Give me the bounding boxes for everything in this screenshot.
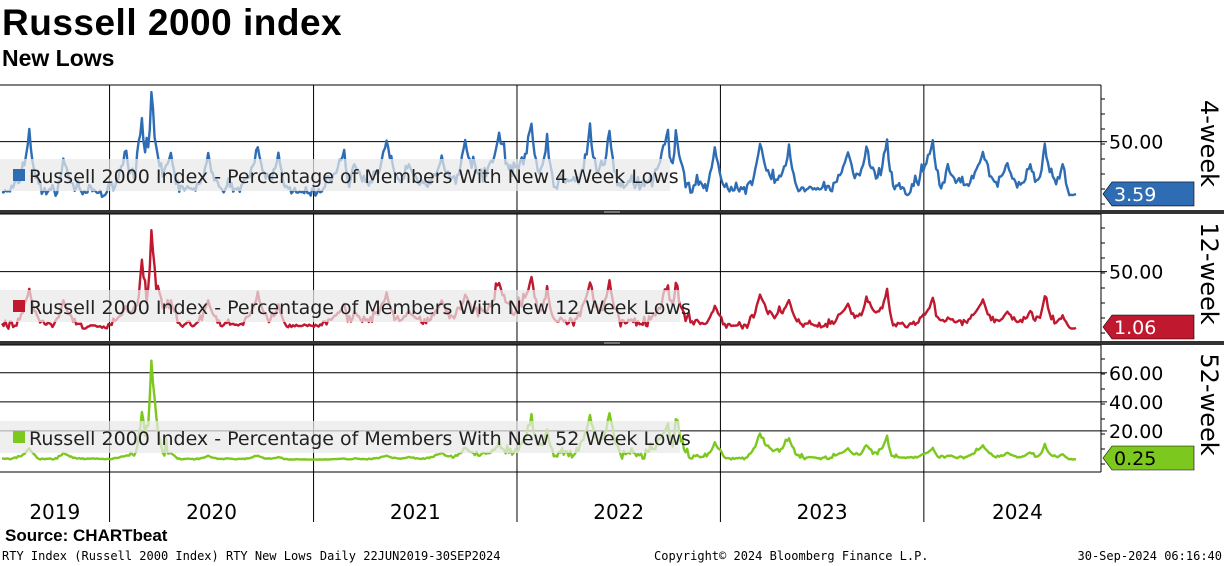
y-tick-label: 60.00: [1109, 363, 1163, 385]
x-tick-label: 2022: [593, 500, 644, 524]
panel-side-label: 12-week: [1195, 222, 1223, 324]
last-value-tag: [1102, 445, 1195, 471]
legend-swatch: [13, 431, 25, 443]
y-tick-label: 20.00: [1109, 421, 1163, 443]
y-tick-label: 40.00: [1109, 392, 1163, 414]
panel-side-label: 4-week: [1195, 100, 1223, 187]
x-tick-label: 2023: [797, 500, 848, 524]
last-value-tag: [1102, 181, 1195, 207]
last-value-tag: [1102, 314, 1195, 340]
legend-background: [0, 290, 680, 322]
footer-series-info: RTY Index (Russell 2000 Index) RTY New L…: [2, 549, 501, 563]
footer-timestamp: 30-Sep-2024 06:16:40: [1077, 549, 1223, 563]
x-tick-label: 2021: [390, 500, 441, 524]
legend-background: [0, 159, 670, 191]
last-value-label: 3.59: [1114, 184, 1156, 206]
legend-label: Russell 2000 Index - Percentage of Membe…: [29, 297, 691, 319]
footer-copyright: Copyright© 2024 Bloomberg Finance L.P.: [654, 549, 929, 563]
legend-swatch: [13, 169, 25, 181]
legend-swatch: [13, 300, 25, 312]
last-value-label: 0.25: [1114, 448, 1156, 470]
legend-label: Russell 2000 Index - Percentage of Membe…: [29, 428, 691, 450]
x-tick-label: 2024: [992, 500, 1043, 524]
chart-title: Russell 2000 index: [2, 2, 343, 43]
chart-subtitle: New Lows: [2, 45, 115, 71]
last-value-label: 1.06: [1114, 317, 1156, 339]
x-tick-label: 2020: [186, 500, 237, 524]
legend-background: [0, 421, 680, 453]
y-tick-label: 50.00: [1109, 132, 1163, 154]
panel-side-label: 52-week: [1195, 353, 1223, 455]
x-tick-label: 2019: [29, 500, 80, 524]
y-tick-label: 50.00: [1109, 262, 1163, 284]
source-note: Source: CHARTbeat: [5, 526, 168, 545]
legend-label: Russell 2000 Index - Percentage of Membe…: [29, 166, 679, 188]
